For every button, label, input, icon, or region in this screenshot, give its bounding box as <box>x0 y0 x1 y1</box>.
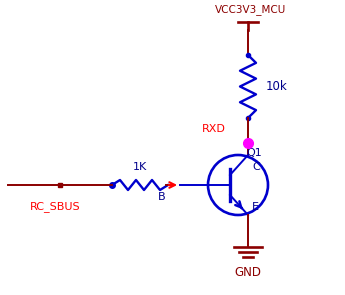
Text: 1K: 1K <box>133 162 147 172</box>
Text: RC_SBUS: RC_SBUS <box>30 201 80 212</box>
Text: RXD: RXD <box>202 124 226 134</box>
Text: E: E <box>252 202 259 212</box>
Text: C: C <box>252 162 260 172</box>
Text: 10k: 10k <box>266 79 288 93</box>
Text: VCC3V3_MCU: VCC3V3_MCU <box>215 4 287 15</box>
Text: B: B <box>158 192 166 202</box>
Text: Q1: Q1 <box>246 148 262 158</box>
Text: GND: GND <box>235 266 262 278</box>
